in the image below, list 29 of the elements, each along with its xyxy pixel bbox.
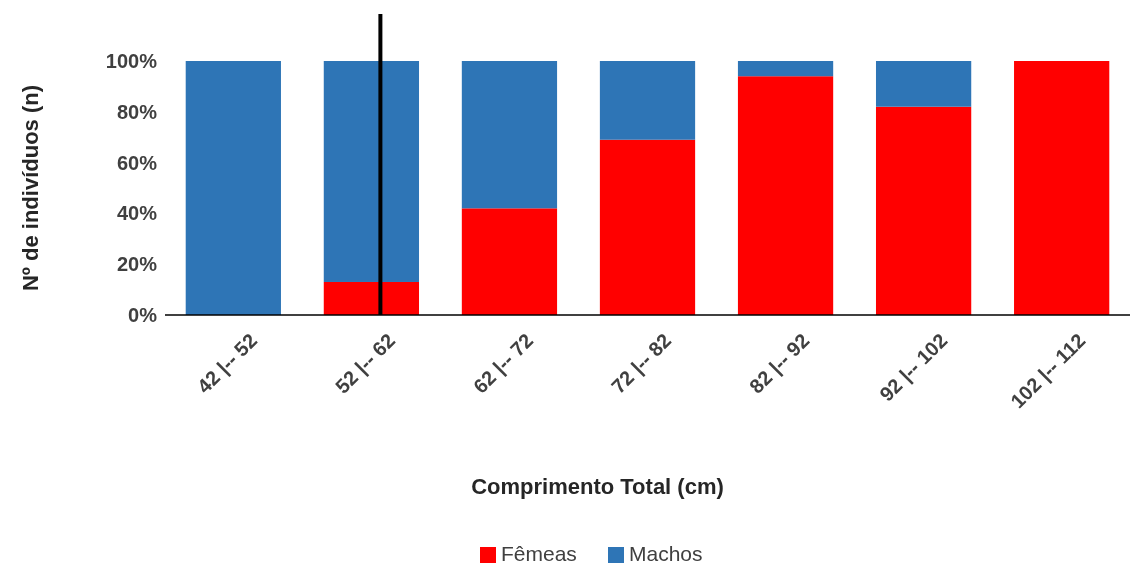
bar	[875, 61, 972, 107]
y-axis-title: Nº de indivíduos (n)	[18, 84, 43, 292]
bar	[737, 76, 834, 315]
legend-label: Fêmeas	[501, 542, 577, 565]
y-tick-label: 40%	[116, 202, 158, 225]
bar	[599, 61, 696, 140]
x-tick-label: 92 |-- 102	[875, 329, 952, 406]
bar	[323, 281, 420, 315]
x-tick-label: 42 |-- 52	[192, 329, 262, 398]
y-tick-label: 80%	[116, 100, 158, 123]
bar	[875, 106, 972, 315]
bar	[599, 139, 696, 315]
y-tick-label: 60%	[116, 151, 158, 174]
bar	[461, 208, 558, 315]
x-tick-label: 52 |-- 62	[330, 329, 400, 398]
bar	[1014, 61, 1110, 315]
bar	[461, 61, 558, 209]
y-tick-label: 20%	[116, 253, 158, 276]
x-tick-label: 62 |-- 72	[468, 329, 538, 398]
bar	[185, 61, 281, 315]
x-tick-label: 102 |-- 112	[1006, 329, 1090, 413]
y-tick-label: 0%	[128, 304, 158, 326]
bar	[323, 61, 420, 282]
bar	[737, 61, 834, 77]
x-tick-label: 82 |-- 92	[745, 329, 814, 398]
x-tick-label: 72 |-- 82	[607, 329, 676, 398]
legend-label: Machos	[629, 542, 703, 565]
y-tick-label: 100%	[105, 50, 158, 72]
x-axis-title: Comprimento Total (cm)	[471, 474, 724, 499]
